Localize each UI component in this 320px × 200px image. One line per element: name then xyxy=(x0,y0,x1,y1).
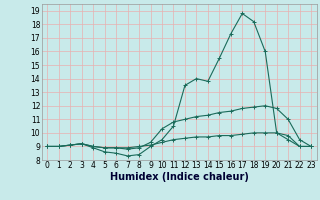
X-axis label: Humidex (Indice chaleur): Humidex (Indice chaleur) xyxy=(110,172,249,182)
